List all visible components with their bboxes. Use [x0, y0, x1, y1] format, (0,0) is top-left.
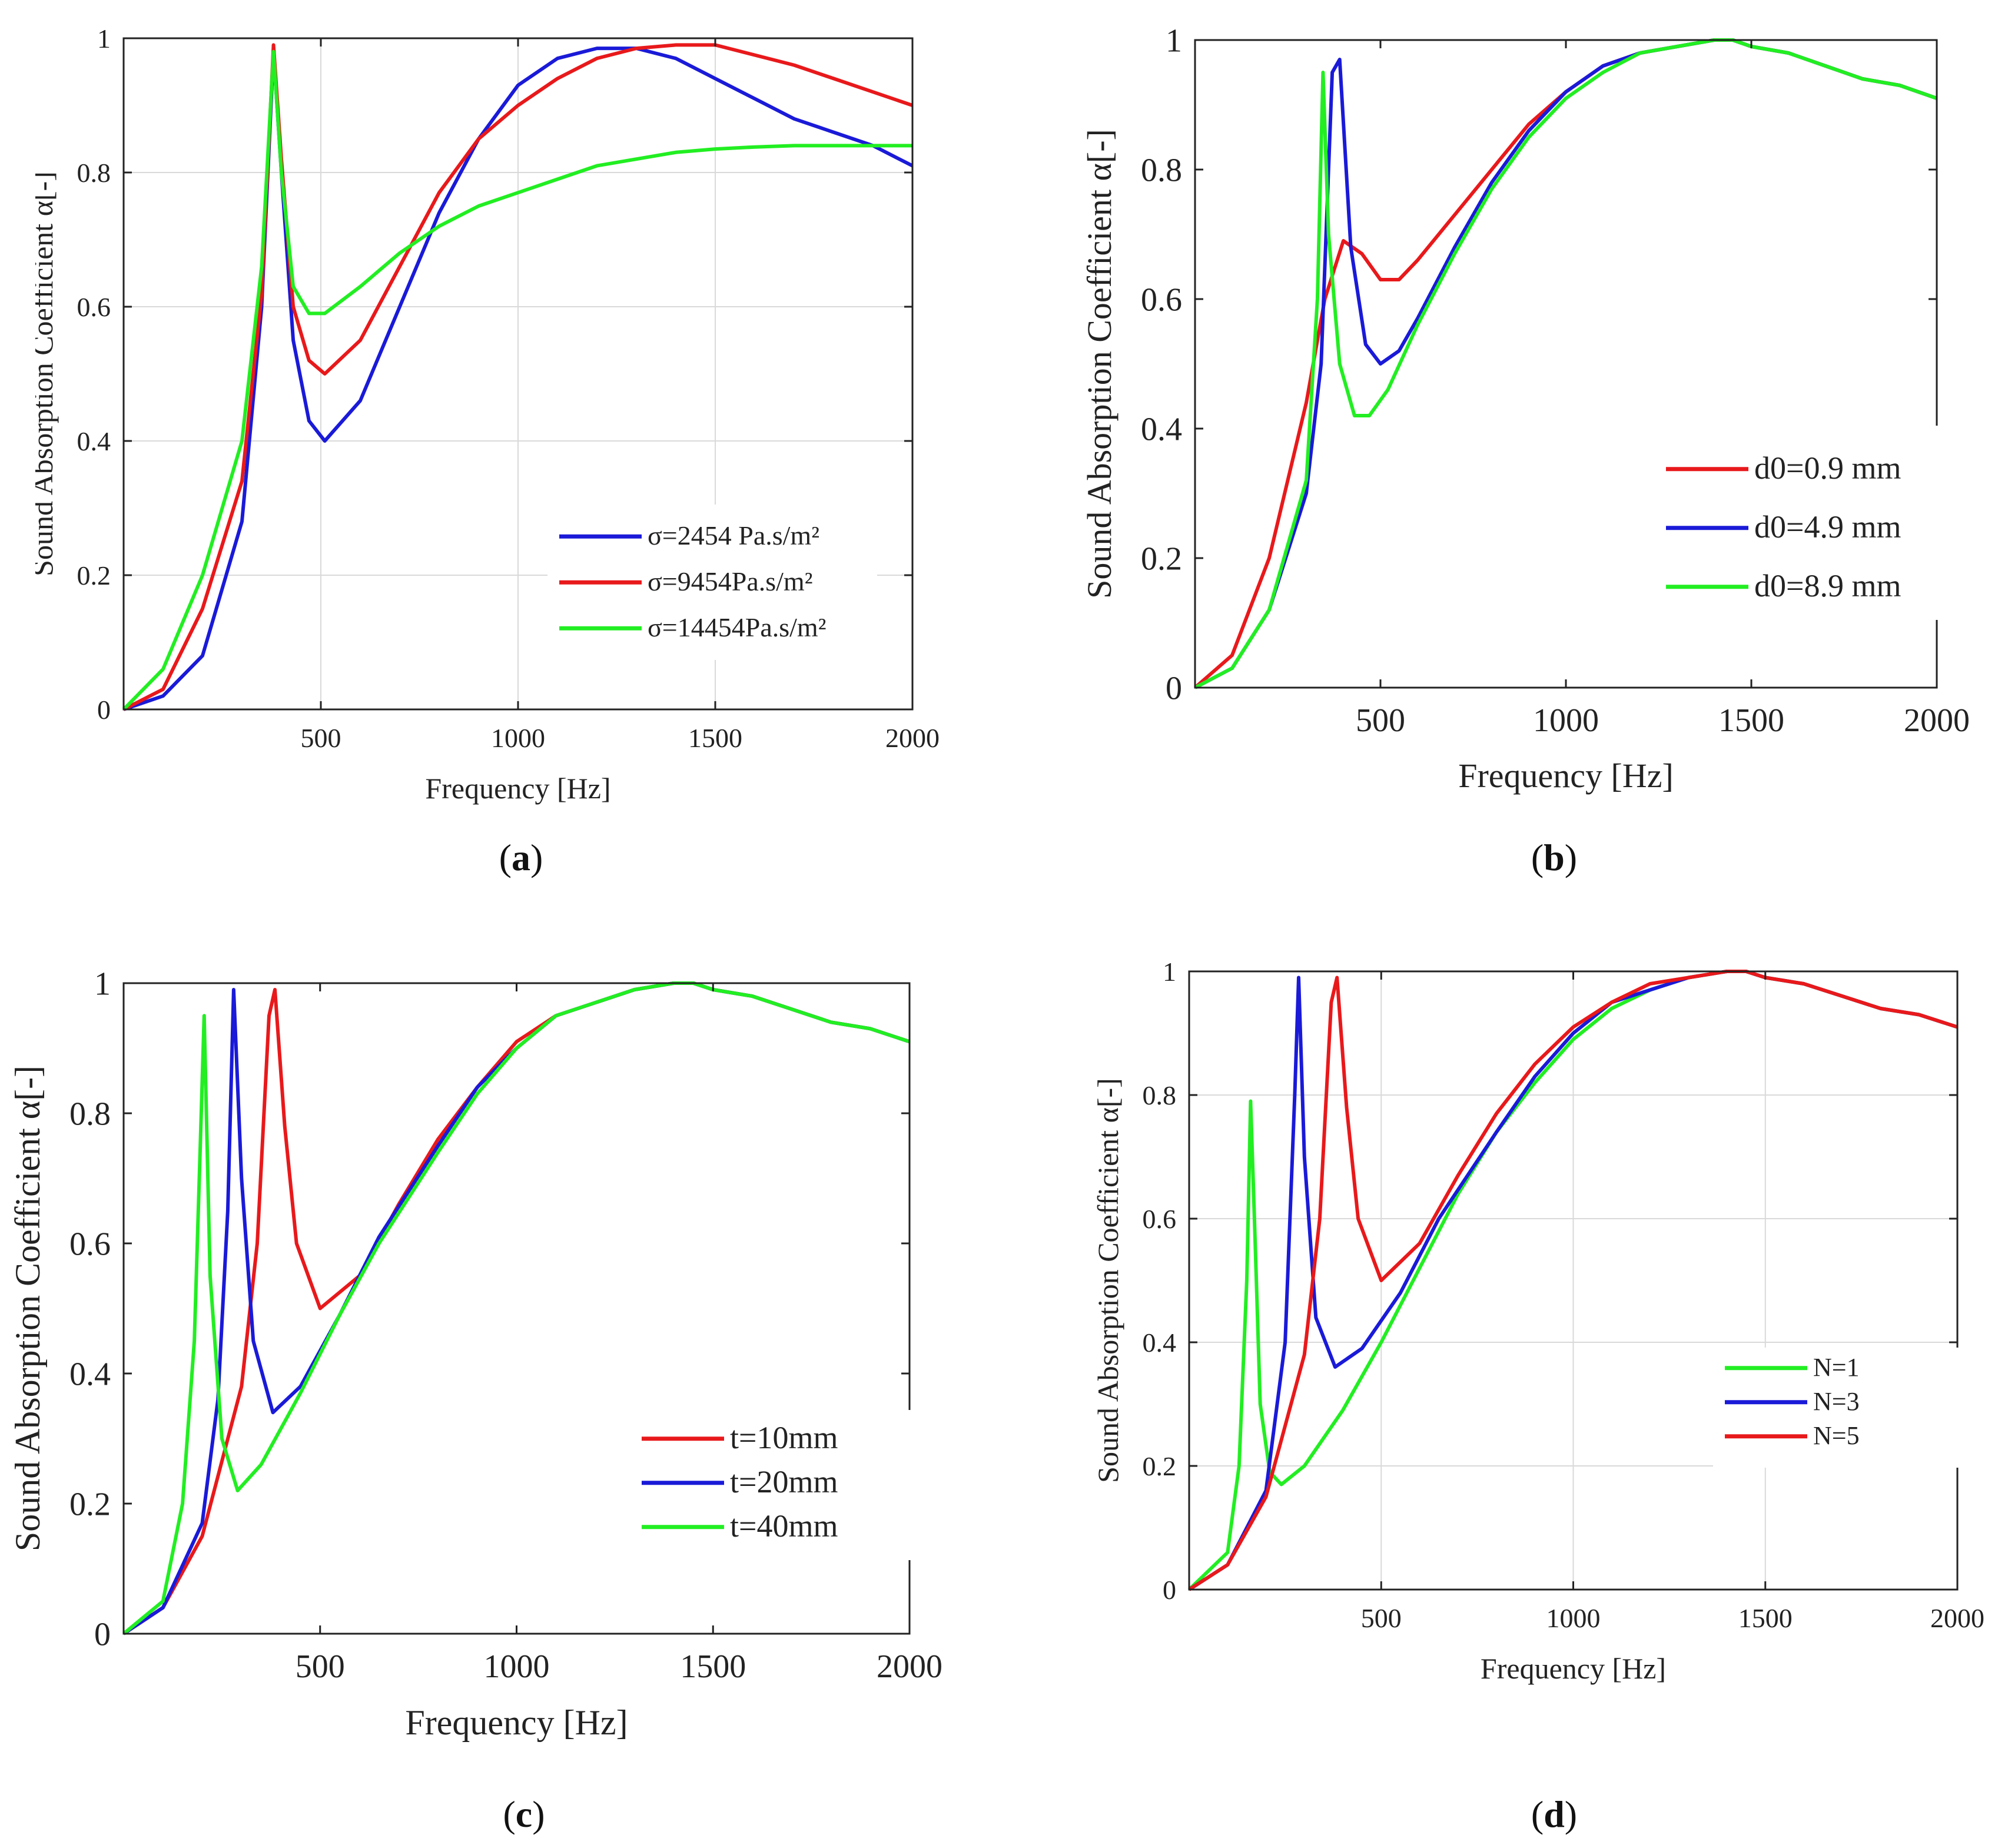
x-tick-label: 1000 — [484, 1648, 550, 1685]
chart-b: 500 1000 1500 2000 0 0.2 0.4 0.6 0.8 1 Frequency [… — [1080, 23, 2008, 795]
y-tick-label: 0.8 — [77, 158, 111, 188]
caption-a: (a) — [499, 837, 543, 878]
x-tick-label: 500 — [296, 1648, 345, 1685]
y-tick-label: 0 — [1163, 1575, 1176, 1605]
legend-label: d0=8.9 mm — [1754, 568, 1901, 603]
chart-c: 500 1000 1500 2000 0 0.2 0.4 0.6 0.8 1 Frequency [… — [8, 966, 1017, 1742]
legend-label: t=20mm — [730, 1464, 838, 1499]
y-tick-label: 0.2 — [77, 560, 111, 590]
caption-d: (d) — [1531, 1793, 1578, 1835]
legend-box — [630, 1410, 1017, 1560]
legend-label: d0=4.9 mm — [1754, 509, 1901, 545]
y-tick-label: 0.6 — [77, 292, 111, 322]
y-tick-label: 0.2 — [1143, 1451, 1177, 1481]
y-tick-label: 0.2 — [69, 1487, 111, 1523]
y-tick-label: 0.4 — [1143, 1328, 1177, 1358]
legend-label: N=1 — [1813, 1353, 1860, 1382]
series-line-red — [122, 43, 913, 711]
y-tick-label: 0.6 — [1143, 1204, 1177, 1234]
x-tick-label: 1500 — [680, 1648, 746, 1685]
y-tick-label: 0.8 — [1143, 1080, 1177, 1110]
x-tick-label: 2000 — [1904, 702, 1970, 739]
y-tick-label: 0.4 — [77, 426, 111, 456]
y-tick-label: 0.6 — [69, 1226, 111, 1263]
chart-panel-d: 500 1000 1500 2000 0 0.2 0.4 0.6 0.8 1 Frequency [… — [1077, 954, 2008, 1781]
x-tick-label: 500 — [1361, 1603, 1402, 1633]
legend-label: t=40mm — [730, 1508, 838, 1544]
y-tick-label: 0 — [1166, 671, 1182, 707]
y-tick-label: 0.4 — [69, 1356, 111, 1393]
y-tick-label: 0.8 — [69, 1096, 111, 1133]
x-tick-label: 1000 — [1533, 702, 1599, 739]
x-axis-label: Frequency [Hz] — [425, 772, 610, 805]
chart-a: 500 1000 1500 2000 0 0.2 0.4 0.6 0.8 1 Frequency [… — [26, 24, 940, 805]
x-tick-label: 1500 — [1718, 702, 1784, 739]
x-tick-label: 1500 — [1738, 1603, 1793, 1633]
y-axis-label: Sound Absorption Coefficient α[-] — [1091, 1078, 1124, 1483]
x-tick-label: 500 — [301, 723, 341, 753]
legend-label: d0=0.9 mm — [1754, 450, 1901, 486]
series-line-green — [1194, 38, 1937, 689]
x-axis-label: Frequency [Hz] — [1458, 757, 1674, 795]
caption-c: (c) — [503, 1793, 545, 1835]
y-axis-label: Sound Absorption Coefficient α[-] — [35, 171, 59, 576]
y-tick-label: 0 — [97, 695, 111, 725]
y-tick-label: 0.8 — [1141, 152, 1182, 189]
legend-label: σ=14454Pa.s/m² — [648, 612, 827, 642]
y-tick-label: 1 — [97, 24, 111, 54]
x-tick-label: 1500 — [688, 723, 742, 753]
legend-label: t=10mm — [730, 1420, 838, 1455]
series-line-green — [122, 49, 912, 711]
y-tick-label: 1 — [1163, 957, 1176, 987]
x-axis-label: Frequency [Hz] — [405, 1703, 628, 1742]
legend-label: N=5 — [1813, 1421, 1860, 1450]
x-tick-label: 2000 — [1930, 1603, 1984, 1633]
x-tick-label: 500 — [1356, 702, 1405, 739]
legend-label: σ=9454Pa.s/m² — [648, 566, 813, 596]
y-axis-label: Sound Absorption Coefficient α[-] — [1080, 129, 1118, 599]
chart-d: 500 1000 1500 2000 0 0.2 0.4 0.6 0.8 1 Frequency [… — [1091, 957, 2008, 1685]
y-tick-label: 1 — [94, 966, 111, 1003]
y-tick-label: 1 — [1166, 23, 1182, 59]
x-axis-label: Frequency [Hz] — [1481, 1652, 1666, 1685]
y-tick-label: 0 — [94, 1617, 111, 1653]
chart-panel-c: 500 1000 1500 2000 0 0.2 0.4 0.6 0.8 1 Frequency [… — [0, 954, 1017, 1781]
legend-box — [1713, 1348, 2008, 1468]
series-line-green — [122, 981, 910, 1635]
y-tick-label: 0.6 — [1141, 282, 1182, 318]
x-tick-label: 2000 — [877, 1648, 942, 1685]
legend-label: N=3 — [1813, 1387, 1860, 1416]
y-tick-label: 0.4 — [1141, 412, 1182, 448]
x-tick-label: 1000 — [491, 723, 545, 753]
legend-label: σ=2454 Pa.s/m² — [648, 520, 819, 550]
caption-b: (b) — [1531, 837, 1578, 878]
chart-panel-b: 500 1000 1500 2000 0 0.2 0.4 0.6 0.8 1 Frequency [… — [1077, 12, 2008, 827]
y-tick-label: 0.2 — [1141, 541, 1182, 578]
x-tick-label: 2000 — [885, 723, 940, 753]
series-line-red — [1188, 970, 1958, 1591]
y-axis-label: Sound Absorption Coefficient α[-] — [8, 1066, 47, 1551]
x-tick-label: 1000 — [1546, 1603, 1601, 1633]
chart-panel-a: 500 1000 1500 2000 0 0.2 0.4 0.6 0.8 1 Frequency [… — [26, 12, 948, 827]
